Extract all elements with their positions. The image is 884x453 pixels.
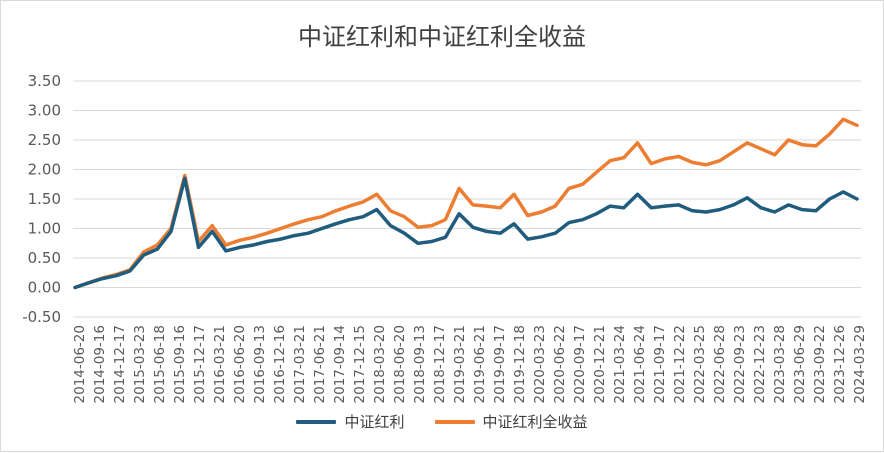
- x-tick-label: 2020-06-22: [552, 325, 568, 403]
- x-tick-label: 2020-03-23: [532, 325, 548, 403]
- x-axis-ticks: 2014-06-20 2014-09-16 2014-12-17 2015-03-23…: [72, 325, 868, 403]
- y-tick-label: 3.50: [28, 72, 61, 90]
- y-tick-label: 2.00: [28, 161, 61, 179]
- y-tick-label: 0.50: [28, 249, 61, 267]
- y-tick-label: 1.00: [28, 220, 61, 238]
- chart-title: 中证红利和中证红利全收益: [298, 23, 586, 51]
- x-tick-label: 2023-03-28: [772, 325, 788, 403]
- x-tick-label: 2016-03-21: [212, 325, 228, 403]
- x-tick-label: 2021-06-24: [632, 325, 648, 403]
- series-line-1: [73, 176, 859, 290]
- x-tick-label: 2022-12-23: [752, 325, 768, 403]
- y-tick-label: -0.50: [22, 308, 61, 326]
- x-tick-label: 2017-09-14: [332, 325, 348, 403]
- x-tick-label: 2015-09-16: [172, 325, 188, 403]
- x-tick-label: 2016-09-13: [252, 325, 268, 403]
- legend-item-series-1: 中证红利: [296, 411, 405, 432]
- x-tick-label: 2018-09-13: [412, 325, 428, 403]
- x-tick-label: 2017-06-21: [312, 325, 328, 403]
- legend-label: 中证红利: [344, 413, 405, 431]
- x-tick-label: 2019-03-21: [452, 325, 468, 403]
- legend-swatch: [434, 419, 475, 424]
- x-tick-label: 2024-03-29: [852, 325, 868, 403]
- y-tick-label: 3.00: [28, 102, 61, 120]
- x-tick-label: 2023-06-29: [792, 325, 808, 403]
- series-layer: [73, 117, 859, 290]
- x-tick-label: 2021-03-24: [612, 325, 628, 403]
- x-tick-label: 2015-03-23: [132, 325, 148, 403]
- x-tick-label: 2021-12-22: [672, 325, 688, 403]
- y-tick-label: 1.50: [28, 190, 61, 208]
- x-tick-label: 2023-12-26: [832, 325, 848, 403]
- x-tick-label: 2019-06-21: [472, 325, 488, 403]
- x-tick-label: 2019-12-18: [512, 325, 528, 403]
- y-tick-label: 0.00: [28, 279, 61, 297]
- y-axis-ticks: -0.50 0.00 0.50 1.00 1.50 2.00 2.50 3.00 3.50: [22, 72, 61, 326]
- x-tick-label: 2014-06-20: [72, 325, 88, 403]
- series-line-2: [73, 117, 859, 290]
- grid-layer: [73, 80, 861, 318]
- x-tick-label: 2018-06-20: [392, 325, 408, 403]
- x-tick-label: 2021-09-17: [652, 325, 668, 403]
- y-tick-label: 2.50: [28, 131, 61, 149]
- x-tick-label: 2020-09-17: [572, 325, 588, 403]
- x-tick-label: 2015-06-18: [152, 325, 168, 403]
- x-tick-label: 2022-03-25: [692, 325, 708, 403]
- x-tick-label: 2022-06-28: [712, 325, 728, 403]
- x-tick-label: 2018-03-20: [372, 325, 388, 403]
- x-tick-label: 2017-12-15: [352, 325, 368, 403]
- x-tick-label: 2015-12-17: [192, 325, 208, 403]
- x-tick-label: 2020-12-21: [592, 325, 608, 403]
- legend: 中证红利 中证红利全收益: [1, 411, 883, 432]
- legend-item-series-2: 中证红利全收益: [434, 411, 588, 432]
- legend-swatch: [296, 419, 337, 424]
- x-tick-label: 2016-12-16: [272, 325, 288, 403]
- x-tick-label: 2017-03-21: [292, 325, 308, 403]
- x-tick-label: 2023-09-22: [812, 325, 828, 403]
- x-tick-label: 2022-09-23: [732, 325, 748, 403]
- x-tick-label: 2014-12-17: [112, 325, 128, 403]
- legend-label: 中证红利全收益: [482, 413, 588, 431]
- x-tick-label: 2016-06-20: [232, 325, 248, 403]
- x-tick-label: 2018-12-17: [432, 325, 448, 403]
- x-tick-label: 2019-09-17: [492, 325, 508, 403]
- x-tick-label: 2014-09-16: [92, 325, 108, 403]
